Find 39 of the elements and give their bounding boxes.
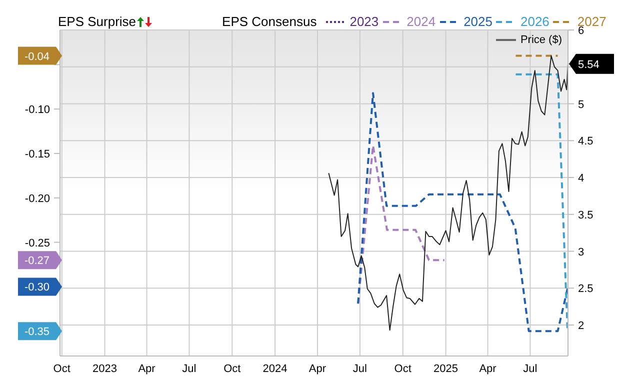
y2-tick-label: 3 (578, 246, 584, 258)
x-tick-label: 2024 (262, 362, 288, 375)
legend-label: 2025 (464, 14, 492, 29)
y2-tick-label: 2.5 (578, 283, 594, 296)
y-tick-label: -0.15 (24, 148, 50, 160)
line-series (357, 92, 568, 332)
y2-tick-label: 5.54 (578, 58, 600, 71)
y-tick-label: -0.27 (24, 255, 50, 268)
y-tick-label: -0.10 (24, 104, 50, 116)
x-tick-label: Apr (479, 362, 497, 375)
x-tick-label: Oct (394, 362, 412, 375)
x-tick-label: 2025 (434, 362, 458, 375)
y-tick-label: -0.35 (24, 326, 50, 338)
x-tick-label: Apr (308, 362, 326, 375)
y2-tick-label: 2 (578, 320, 584, 332)
y-tick-label: -0.30 (24, 282, 50, 294)
x-tick-label: Jul (352, 362, 367, 375)
legend-label: 2023 (350, 14, 379, 29)
text: EPS Surprise (58, 14, 136, 29)
y2-tick-label: 6 (578, 25, 584, 37)
series-label: Price ($) (520, 34, 562, 46)
x-tick-label: Apr (138, 362, 156, 375)
x-tick-label: Oct (224, 362, 241, 375)
x-tick-label: Jul (182, 362, 196, 375)
legend-label: 2024 (406, 14, 436, 29)
y-tick-label: -0.20 (24, 192, 50, 205)
line-series (357, 144, 446, 305)
x-tick-label: Oct (53, 362, 70, 375)
y2-tick-label: 4.5 (578, 136, 594, 148)
y-tick-label: -0.04 (24, 50, 50, 63)
legend-label: 2026 (520, 14, 550, 29)
y-tick-label: -0.25 (24, 237, 50, 250)
line-series (328, 55, 568, 331)
x-tick-label: Jul (523, 362, 538, 375)
legend-title: EPS Consensus (222, 14, 317, 29)
y2-tick-label: 5 (578, 98, 584, 111)
x-tick-label: 2023 (92, 362, 118, 375)
y2-tick-label: 3.5 (578, 209, 594, 222)
y2-tick-label: 4 (578, 172, 584, 185)
